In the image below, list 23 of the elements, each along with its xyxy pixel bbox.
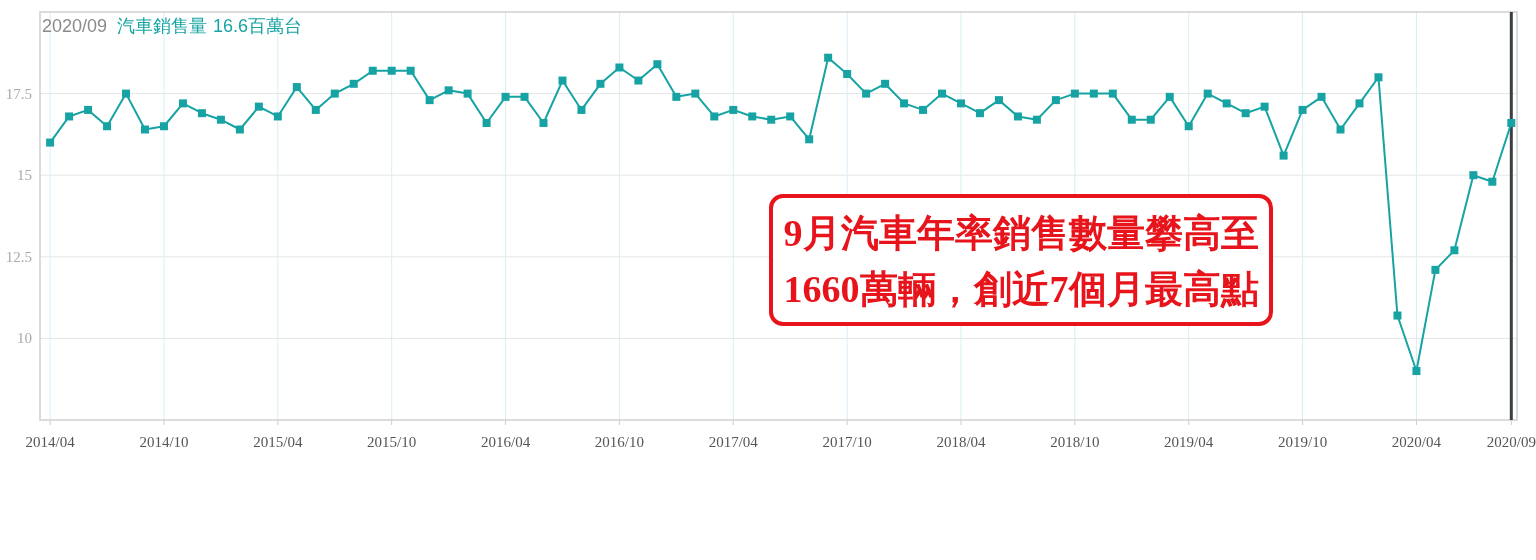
x-tick-label: 2016/10 bbox=[594, 434, 644, 450]
annotation: 16.6百萬台 bbox=[213, 16, 303, 36]
x-tick-label: 2018/10 bbox=[1050, 434, 1100, 450]
x-tick-label: 2020/04 bbox=[1391, 434, 1442, 450]
chart-title: 2020/09 bbox=[42, 16, 108, 36]
x-tick-label: 2017/10 bbox=[822, 434, 872, 450]
annotation: 9月汽車年率銷售數量攀高至 bbox=[783, 212, 1259, 254]
x-tick-label: 2015/04 bbox=[253, 434, 303, 450]
y-tick-label: 12.5 bbox=[5, 248, 32, 265]
text: 汽車銷售量 bbox=[117, 16, 208, 36]
y-tick-label: 10 bbox=[17, 330, 32, 347]
x-tick-label: 2015/10 bbox=[367, 434, 417, 450]
annotation: 1660萬輛，創近7個月最高點 bbox=[783, 268, 1259, 310]
y-tick-label: 17.5 bbox=[5, 85, 32, 102]
y-tick-label: 15 bbox=[17, 167, 32, 184]
x-tick-label: 2019/04 bbox=[1164, 434, 1214, 450]
x-tick-label: 2014/10 bbox=[139, 434, 189, 450]
x-tick-label: 2014/04 bbox=[25, 434, 76, 450]
x-tick-label: 2017/04 bbox=[708, 434, 759, 450]
x-tick-label: 2020/09 bbox=[1486, 434, 1536, 450]
x-tick-label: 2019/10 bbox=[1277, 434, 1328, 450]
x-tick-label: 2016/04 bbox=[480, 434, 531, 450]
x-tick-label: 2018/04 bbox=[936, 434, 987, 450]
